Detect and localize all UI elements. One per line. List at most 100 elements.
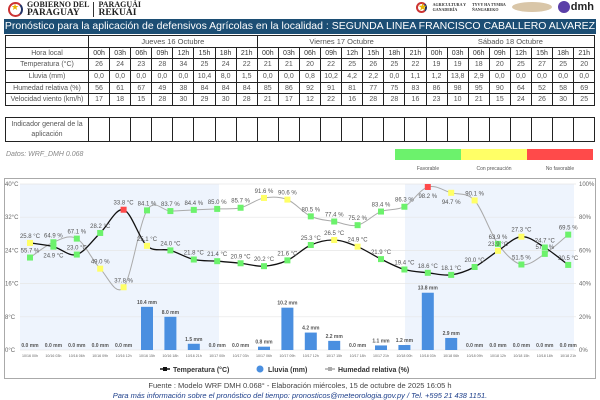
rain-data-label: 8.0 mm — [162, 310, 180, 316]
indicator-cell — [235, 117, 258, 142]
rain-bar — [187, 343, 200, 350]
humidity-data-label: 49.0 % — [91, 260, 110, 266]
rain-bar — [164, 316, 177, 350]
temperature-data-label: 18.6 °C — [418, 264, 439, 270]
dmh-icon — [557, 1, 570, 13]
chart-frame — [4, 178, 596, 379]
temperature-data-label: 24.9 °C — [43, 254, 64, 260]
temperature-data-label: 24.7 °C — [535, 238, 556, 244]
y-tick-label: 24°C — [5, 248, 19, 254]
hour-cell: 21h — [235, 46, 258, 60]
humidity-point — [378, 208, 384, 215]
value-cell: 30 — [214, 93, 237, 107]
indicator-table: Indicador general de la aplicación — [5, 117, 596, 142]
x-tick-label: 10/18 21h — [560, 354, 576, 358]
footer-contact-link[interactable]: Para más información sobre el pronóstico… — [112, 391, 488, 400]
indicator-cell — [467, 117, 490, 142]
rain-bar — [258, 346, 270, 350]
humidity-data-label: 51.5 % — [512, 256, 531, 262]
x-tick-label: 10/18 12h — [490, 354, 506, 358]
indicator-cell — [530, 117, 554, 142]
chart-legend-item[interactable]: Lluvia (mm) — [268, 367, 307, 374]
x-tick-label: 10/16 09h — [92, 354, 108, 358]
indicator-cell — [362, 117, 385, 142]
x-tick-label: 10/17 00h — [209, 354, 225, 358]
footer-source: Fuente : Modelo WRF DMH 0.068° - Elabora… — [148, 381, 452, 390]
tyv-logo: ÑANGAREKO — [471, 7, 499, 12]
indicator-cell — [172, 117, 195, 142]
hour-cell: 12h — [341, 46, 364, 60]
logo-text: PARAGUAY — [27, 8, 80, 18]
humidity-data-label: 94.7 % — [442, 200, 461, 206]
dinac-logo-icon — [511, 2, 552, 12]
indicator-cell — [320, 117, 343, 142]
rain-data-label: 0.0 mm — [92, 343, 110, 349]
rain-data-label: 0.0 mm — [209, 343, 227, 349]
x-tick-label: 10/16 15h — [139, 354, 155, 358]
value-cell: 26 — [362, 58, 385, 72]
x-tick-label: 10/17 09h — [279, 354, 295, 358]
temperature-point — [144, 242, 150, 249]
chart-legend-item[interactable]: Temperatura (°C) — [173, 366, 229, 374]
humidity-point — [518, 261, 525, 268]
value-cell: 0,0 — [151, 70, 174, 83]
hour-cell: 21h — [573, 46, 596, 60]
x-tick-label: 10/18 03h — [420, 354, 436, 358]
temperature-data-label: 24.9 °C — [348, 238, 369, 244]
humidity-point — [471, 197, 478, 204]
rain-data-label: 0.0 mm — [466, 343, 484, 349]
humidity-data-label: 37.8 % — [114, 278, 133, 284]
x-tick-label: 10/18 09h — [467, 354, 483, 358]
humidity-point — [261, 194, 267, 201]
y-tick-label: 16°C — [5, 282, 19, 288]
temperature-point — [50, 243, 57, 250]
seal-icon — [8, 1, 23, 17]
temperature-data-label: 28.2 °C — [90, 224, 111, 230]
humidity-data-label: 64.9 % — [44, 233, 63, 239]
temperature-point — [190, 256, 197, 263]
humidity-point — [50, 239, 57, 246]
rain-bar — [141, 306, 153, 350]
temperature-point — [401, 266, 408, 273]
chart-legend-item[interactable]: Humedad relativa (%) — [338, 367, 409, 374]
temperature-data-label: 25.8 °C — [20, 234, 41, 240]
legend-swatch — [461, 149, 527, 160]
temperature-data-label: 20.0 °C — [465, 258, 486, 264]
humidity-data-label: 90.1 % — [465, 191, 484, 197]
humidity-data-label: 85.0 % — [208, 200, 227, 206]
rain-data-label: 0.0 mm — [45, 343, 63, 349]
y2-tick-label: 40% — [579, 282, 592, 288]
value-cell: 0,0 — [530, 70, 554, 83]
y2-tick-label: 20% — [579, 315, 592, 321]
value-cell: 19 — [425, 58, 448, 72]
value-cell: 23 — [425, 93, 448, 107]
value-cell: 85 — [256, 81, 279, 95]
humidity-data-label: 77.4 % — [325, 213, 344, 219]
value-cell: 29 — [193, 93, 216, 107]
temperature-data-label: 20.2 °C — [254, 257, 275, 263]
humidity-point — [401, 203, 408, 210]
hour-cell: 21h — [404, 46, 427, 60]
forecast-table: Jueves 16 Octubre Viernes 17 Octubre Sábad… — [5, 35, 596, 107]
dmh-logo: dmh — [557, 1, 594, 13]
humidity-point — [424, 183, 431, 190]
value-cell: 17 — [277, 93, 300, 107]
rain-data-label: 2.2 mm — [326, 334, 344, 340]
humidity-point — [144, 207, 150, 214]
logo-text: GOBIERNO DEL — [27, 0, 90, 9]
x-tick-label: 10/16 18h — [162, 354, 178, 358]
x-tick-label: 10/17 18h — [350, 354, 366, 358]
x-tick-label: 10/16 06h — [69, 354, 85, 358]
temperature-data-label: 26.5 °C — [324, 231, 345, 237]
legend-dot-icon — [256, 365, 264, 373]
humidity-data-label: 85.7 % — [231, 199, 250, 205]
rain-bar — [304, 332, 317, 350]
humidity-point — [27, 254, 33, 261]
y2-tick-label: 80% — [579, 215, 592, 221]
x-tick-label: 10/17 12h — [303, 354, 319, 358]
temperature-data-label: 23.0 °C — [67, 246, 88, 252]
humidity-point — [97, 265, 104, 272]
humidity-data-label: 80.5 % — [301, 207, 320, 213]
